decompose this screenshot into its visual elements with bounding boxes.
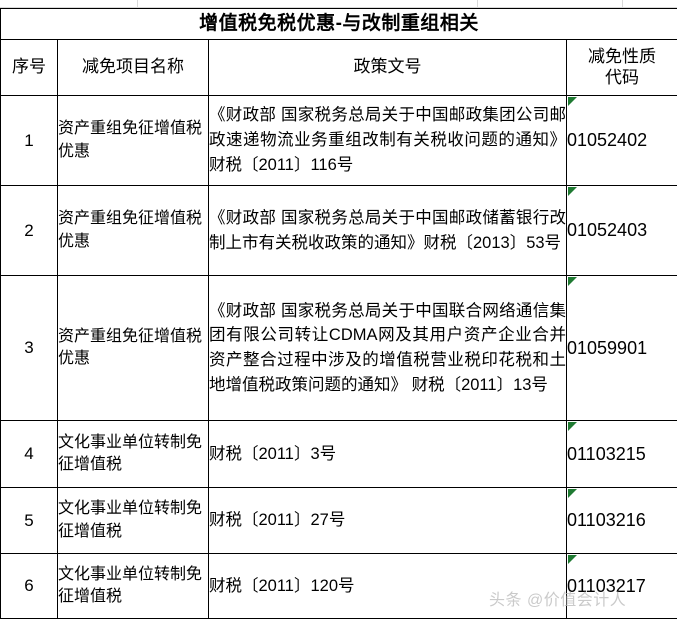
cell-doc: 财税〔2011〕120号 bbox=[208, 553, 567, 619]
text-number-warning-icon bbox=[568, 97, 577, 106]
text-number-warning-icon bbox=[568, 187, 577, 196]
page-title: 增值税免税优惠-与改制重组相关 bbox=[0, 8, 677, 40]
cell-name: 文化事业单位转制免征增值税 bbox=[57, 487, 209, 554]
cell-doc: 《财政部 国家税务总局关于中国联合网络通信集团有限公司转让CDMA网及其用户资产… bbox=[208, 275, 567, 421]
cell-code-text: 01103215 bbox=[567, 443, 646, 464]
cell-code: 01052402 bbox=[565, 95, 677, 186]
table-row: 4 文化事业单位转制免征增值税 财税〔2011〕3号 01103215 bbox=[0, 420, 677, 488]
table-row: 1 资产重组免征增值税优惠 《财政部 国家税务总局关于中国邮政集团公司邮政速递物… bbox=[0, 95, 677, 186]
cell-code: 01052403 bbox=[565, 185, 677, 276]
text-number-warning-icon bbox=[568, 277, 577, 286]
table-row: 5 文化事业单位转制免征增值税 财税〔2011〕27号 01103216 bbox=[0, 487, 677, 554]
table-title-row: 增值税免税优惠-与改制重组相关 bbox=[0, 8, 677, 40]
cell-name: 资产重组免征增值税优惠 bbox=[57, 95, 209, 186]
cell-code: 01103215 bbox=[565, 420, 677, 488]
tax-exemption-table: 增值税免税优惠-与改制重组相关 序号 减免项目名称 政策文号 减免性质 代码 1… bbox=[0, 8, 677, 619]
cell-code-text: 01059901 bbox=[567, 337, 648, 358]
table-row: 6 文化事业单位转制免征增值税 财税〔2011〕120号 01103217 bbox=[0, 553, 677, 619]
cell-code: 01103217 bbox=[565, 553, 677, 619]
cell-code: 01103216 bbox=[565, 487, 677, 554]
cell-seq: 3 bbox=[0, 275, 58, 421]
table-row: 3 资产重组免征增值税优惠 《财政部 国家税务总局关于中国联合网络通信集团有限公… bbox=[0, 275, 677, 421]
table-row: 2 资产重组免征增值税优惠 《财政部 国家税务总局关于中国邮政储蓄银行改制上市有… bbox=[0, 185, 677, 276]
column-header-doc: 政策文号 bbox=[208, 39, 567, 96]
gridline-horizontal bbox=[0, 7, 677, 8]
cell-seq: 5 bbox=[0, 487, 58, 554]
cell-code-text: 01052403 bbox=[567, 220, 648, 240]
column-header-code-line2: 代码 bbox=[605, 67, 639, 87]
gridline-vertical bbox=[477, 0, 478, 8]
column-header-name: 减免项目名称 bbox=[57, 39, 209, 96]
column-header-code: 减免性质 代码 bbox=[565, 39, 677, 96]
page-title-text: 增值税免税优惠-与改制重组相关 bbox=[199, 13, 479, 34]
cell-name: 资产重组免征增值税优惠 bbox=[57, 275, 209, 421]
cell-name: 文化事业单位转制免征增值税 bbox=[57, 553, 209, 619]
cell-seq: 6 bbox=[0, 553, 58, 619]
cell-code-text: 01103216 bbox=[567, 510, 646, 530]
cell-doc: 财税〔2011〕27号 bbox=[208, 487, 567, 554]
cell-code: 01059901 bbox=[565, 275, 677, 421]
gridline-vertical bbox=[622, 0, 623, 8]
text-number-warning-icon bbox=[568, 555, 577, 564]
cell-seq: 2 bbox=[0, 185, 58, 276]
cell-code-text: 01103217 bbox=[567, 575, 646, 596]
gridline-vertical bbox=[137, 0, 138, 8]
column-header-code-line1: 减免性质 bbox=[588, 46, 656, 66]
cell-doc: 财税〔2011〕3号 bbox=[208, 420, 567, 488]
column-header-seq: 序号 bbox=[0, 39, 58, 96]
cell-seq: 4 bbox=[0, 420, 58, 488]
cell-seq: 1 bbox=[0, 95, 58, 186]
cell-name: 资产重组免征增值税优惠 bbox=[57, 185, 209, 276]
text-number-warning-icon bbox=[568, 489, 577, 498]
cell-code-text: 01052402 bbox=[567, 130, 648, 150]
table-header-row: 序号 减免项目名称 政策文号 减免性质 代码 bbox=[0, 39, 677, 96]
cell-name: 文化事业单位转制免征增值税 bbox=[57, 420, 209, 488]
cell-doc: 《财政部 国家税务总局关于中国邮政储蓄银行改制上市有关税收政策的通知》财税〔20… bbox=[208, 185, 567, 276]
cell-doc: 《财政部 国家税务总局关于中国邮政集团公司邮政速递物流业务重组改制有关税收问题的… bbox=[208, 95, 567, 186]
tax-table-container: 增值税免税优惠-与改制重组相关 序号 减免项目名称 政策文号 减免性质 代码 1… bbox=[0, 8, 677, 619]
text-number-warning-icon bbox=[568, 422, 577, 431]
